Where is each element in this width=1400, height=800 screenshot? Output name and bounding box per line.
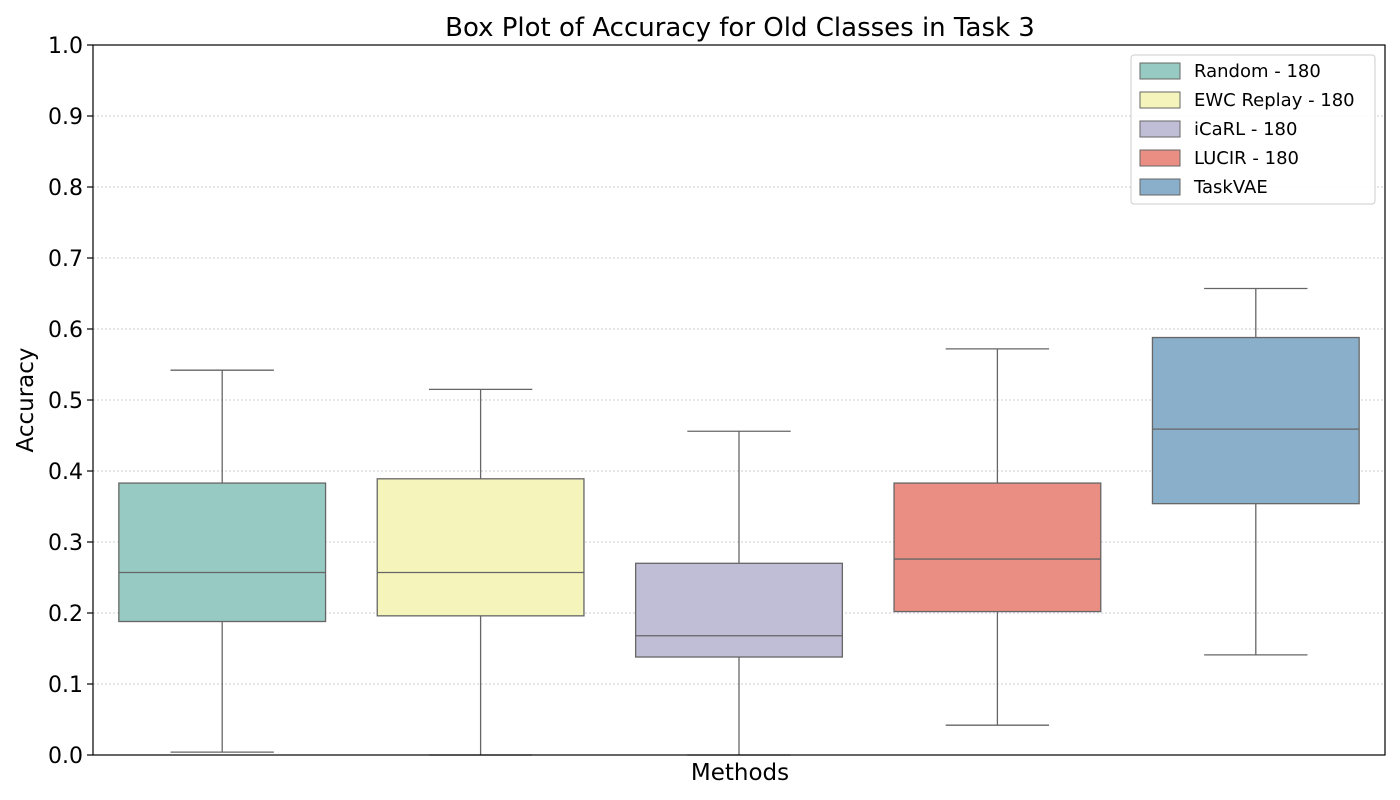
y-tick-label: 0.1 [48,673,83,698]
y-axis-ticks: 0.0 0.1 0.2 0.3 0.4 0.5 0.6 0.7 0.8 0.9 1.0 [48,34,93,769]
legend-label: TaskVAE [1193,177,1268,198]
legend-label: EWC Replay - 180 [1194,90,1355,111]
box-group [376,388,585,756]
y-tick-label: 1.0 [48,34,83,59]
legend: Random - 180 EWC Replay - 180 iCaRL - 180 L… [1130,54,1376,205]
y-tick-label: 0.8 [48,176,83,201]
y-tick-label: 0.5 [48,389,83,414]
legend-swatch [1139,120,1181,138]
x-axis-label: Methods [691,760,789,786]
legend-swatch [1139,91,1181,109]
legend-swatch [1139,62,1181,80]
y-axis-label: Accuracy [13,347,39,452]
chart-title: Box Plot of Accuracy for Old Classes in … [445,13,1035,43]
box-iqr [634,562,844,658]
legend-label: Random - 180 [1194,61,1321,82]
y-tick-label: 0.2 [48,602,83,627]
box-series [118,287,1360,756]
y-tick-label: 0.9 [48,105,83,130]
box-group [634,430,844,756]
legend-label: LUCIR - 180 [1194,148,1299,169]
legend-frame [1130,54,1376,205]
box-iqr [118,482,327,623]
y-tick-label: 0.3 [48,531,83,556]
box-iqr [893,482,1102,613]
y-tick-label: 0.4 [48,460,83,485]
legend-label: iCaRL - 180 [1194,119,1297,140]
y-tick-label: 0.7 [48,247,83,272]
box-group [118,369,327,753]
box-iqr [376,478,585,617]
legend-swatch [1139,149,1181,167]
y-tick-label: 0.6 [48,318,83,343]
legend-swatch [1139,178,1181,196]
y-tick-label: 0.0 [48,744,83,769]
box-group [893,348,1102,726]
box-group [1151,287,1360,656]
box-iqr [1151,336,1360,505]
